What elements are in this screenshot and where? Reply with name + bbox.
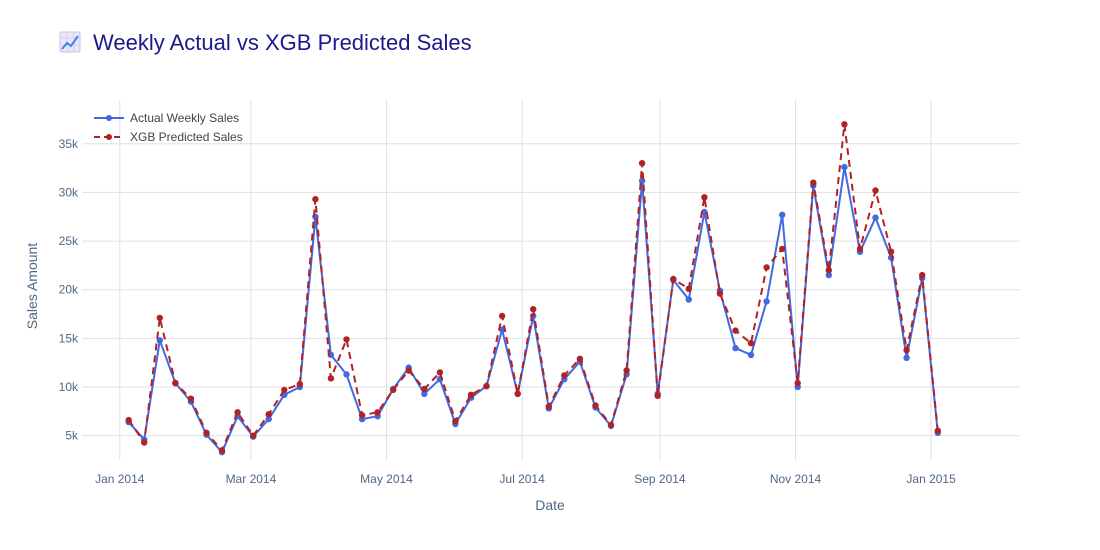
- predicted-point[interactable]: [467, 391, 475, 398]
- actual-point[interactable]: [685, 296, 692, 303]
- y-axis-title: Sales Amount: [24, 243, 40, 329]
- predicted-point[interactable]: [887, 248, 895, 255]
- predicted-point[interactable]: [172, 379, 179, 387]
- predicted-point[interactable]: [405, 367, 412, 374]
- chart-title: Weekly Actual vs XGB Predicted Sales: [93, 30, 472, 55]
- predicted-point[interactable]: [841, 121, 848, 128]
- x-axis-title: Date: [535, 497, 565, 513]
- x-tick-label: Jul 2014: [499, 472, 545, 486]
- predicted-point[interactable]: [234, 409, 241, 416]
- predicted-point[interactable]: [141, 439, 148, 446]
- x-tick-label: Jan 2014: [95, 472, 145, 486]
- predicted-point[interactable]: [218, 447, 226, 454]
- predicted-point[interactable]: [607, 421, 615, 429]
- predicted-point[interactable]: [779, 245, 786, 253]
- y-tick-label: 15k: [59, 331, 79, 345]
- predicted-point[interactable]: [856, 245, 864, 253]
- x-tick-label: Jan 2015: [906, 472, 956, 486]
- actual-point[interactable]: [156, 337, 163, 344]
- actual-point[interactable]: [265, 415, 272, 423]
- actual-point[interactable]: [825, 271, 832, 279]
- predicted-point[interactable]: [265, 411, 272, 418]
- series-layer: [125, 121, 941, 456]
- predicted-point[interactable]: [810, 179, 817, 186]
- grid: [82, 100, 1020, 460]
- predicted-point[interactable]: [156, 314, 163, 322]
- predicted-point[interactable]: [452, 417, 459, 425]
- chart-increasing-icon: [59, 31, 81, 53]
- predicted-point[interactable]: [343, 336, 350, 343]
- predicted-point[interactable]: [872, 187, 879, 194]
- legend-predicted-label: XGB Predicted Sales: [130, 130, 243, 144]
- x-tick-label: Nov 2014: [770, 472, 822, 486]
- predicted-point[interactable]: [312, 196, 319, 203]
- predicted-point[interactable]: [934, 427, 941, 434]
- predicted-point[interactable]: [436, 369, 444, 376]
- legend-actual-marker: [106, 115, 112, 121]
- predicted-point[interactable]: [763, 264, 770, 271]
- predicted-point[interactable]: [670, 275, 677, 283]
- predicted-point[interactable]: [592, 402, 599, 409]
- predicted-point[interactable]: [623, 367, 630, 374]
- predicted-point[interactable]: [561, 372, 568, 379]
- x-tick-label: Mar 2014: [226, 472, 277, 486]
- y-tick-label: 10k: [59, 380, 79, 394]
- predicted-point[interactable]: [203, 429, 210, 436]
- predicted-point[interactable]: [250, 432, 257, 439]
- series-predicted: [125, 121, 941, 454]
- y-tick-label: 30k: [59, 185, 79, 199]
- predicted-point[interactable]: [747, 340, 755, 347]
- actual-point[interactable]: [841, 163, 848, 171]
- predicted-line: [127, 123, 939, 452]
- x-tick-label: May 2014: [360, 472, 413, 486]
- predicted-point[interactable]: [390, 386, 397, 394]
- predicted-point[interactable]: [794, 379, 801, 387]
- y-tick-label: 5k: [65, 429, 79, 443]
- predicted-point[interactable]: [732, 327, 739, 334]
- predicted-point[interactable]: [281, 386, 288, 394]
- y-tick-label: 25k: [59, 234, 79, 248]
- predicted-point[interactable]: [514, 390, 521, 397]
- predicted-point[interactable]: [187, 395, 195, 402]
- predicted-point[interactable]: [498, 312, 506, 320]
- predicted-point[interactable]: [327, 375, 335, 382]
- predicted-point[interactable]: [716, 290, 724, 297]
- actual-point[interactable]: [343, 371, 350, 378]
- y-tick-label: 35k: [59, 137, 79, 151]
- predicted-point[interactable]: [919, 271, 926, 279]
- legend-predicted-marker: [106, 134, 112, 140]
- predicted-point[interactable]: [374, 409, 381, 416]
- actual-point[interactable]: [779, 211, 786, 218]
- legend-item-predicted[interactable]: XGB Predicted Sales: [94, 130, 243, 144]
- legend-actual-label: Actual Weekly Sales: [130, 111, 239, 125]
- legend[interactable]: Actual Weekly Sales XGB Predicted Sales: [94, 111, 243, 144]
- actual-point[interactable]: [872, 214, 879, 221]
- predicted-point[interactable]: [638, 160, 646, 167]
- actual-point[interactable]: [763, 298, 770, 305]
- predicted-point[interactable]: [296, 380, 303, 388]
- chart-title-group: Weekly Actual vs XGB Predicted Sales: [59, 30, 472, 55]
- predicted-point[interactable]: [545, 403, 552, 410]
- predicted-point[interactable]: [903, 346, 910, 354]
- y-tick-label: 20k: [59, 283, 79, 297]
- predicted-point[interactable]: [701, 194, 708, 201]
- predicted-point[interactable]: [530, 306, 537, 313]
- predicted-point[interactable]: [576, 355, 584, 362]
- axes: 5k 10k 15k 20k 25k 30k 35k Jan 2014 Mar 2014 May …: [59, 137, 956, 486]
- predicted-point[interactable]: [358, 412, 366, 419]
- predicted-point[interactable]: [685, 285, 692, 292]
- predicted-point[interactable]: [654, 392, 661, 399]
- x-tick-label: Sep 2014: [634, 472, 686, 486]
- actual-point[interactable]: [421, 390, 428, 397]
- predicted-point[interactable]: [125, 416, 132, 424]
- actual-point[interactable]: [903, 354, 910, 361]
- predicted-point[interactable]: [825, 267, 832, 274]
- actual-point[interactable]: [732, 344, 739, 352]
- predicted-point[interactable]: [421, 385, 428, 393]
- predicted-point[interactable]: [483, 382, 490, 390]
- actual-point[interactable]: [747, 351, 755, 359]
- legend-item-actual[interactable]: Actual Weekly Sales: [94, 111, 239, 125]
